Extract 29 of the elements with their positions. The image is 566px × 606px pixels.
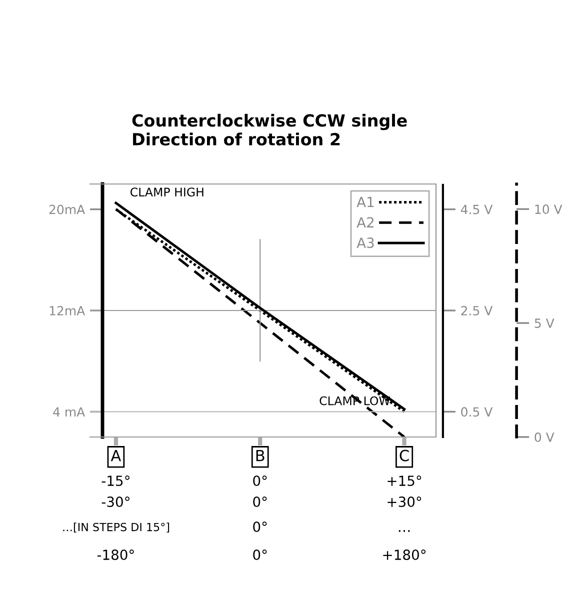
text: …: [398, 530, 410, 532]
text: 0°: [253, 476, 267, 486]
text: +180°: [383, 550, 426, 560]
text: +15°: [388, 476, 422, 486]
legend-label: A3: [356, 238, 374, 248]
text: …[IN STEPS DI 15°]: [63, 522, 170, 533]
x-tick-label: B: [256, 450, 264, 462]
x-tick-label: C: [400, 450, 409, 462]
y3-tick-label: 10 V: [535, 204, 562, 214]
text: 0°: [253, 550, 267, 560]
text: -30°: [102, 496, 130, 508]
y2-tick-label: 4.5 V: [460, 204, 493, 214]
legend-label: A1: [356, 196, 374, 208]
chart-title: Counterclockwise CCW single Direction of rotation 2: [132, 114, 407, 146]
text: -15°: [102, 476, 130, 486]
annotation: CLAMP HIGH: [130, 188, 204, 197]
y2-tick-label: 0.5 V: [461, 407, 493, 417]
y3-tick-label: 0 V: [534, 432, 554, 442]
legend-label: A2: [356, 217, 374, 228]
text: 0°: [253, 496, 267, 508]
y-tick-label: 20mA: [49, 204, 86, 214]
y3-tick-label: 5 V: [534, 318, 554, 328]
text: -180°: [97, 550, 134, 560]
x-tick-label: A: [110, 450, 122, 462]
y2-tick-label: 2.5 V: [461, 306, 493, 316]
text: +30°: [388, 496, 422, 508]
y-tick-label: 4 mA: [53, 407, 86, 416]
text: 0°: [253, 522, 267, 532]
y-tick-label: 12mA: [50, 306, 86, 316]
